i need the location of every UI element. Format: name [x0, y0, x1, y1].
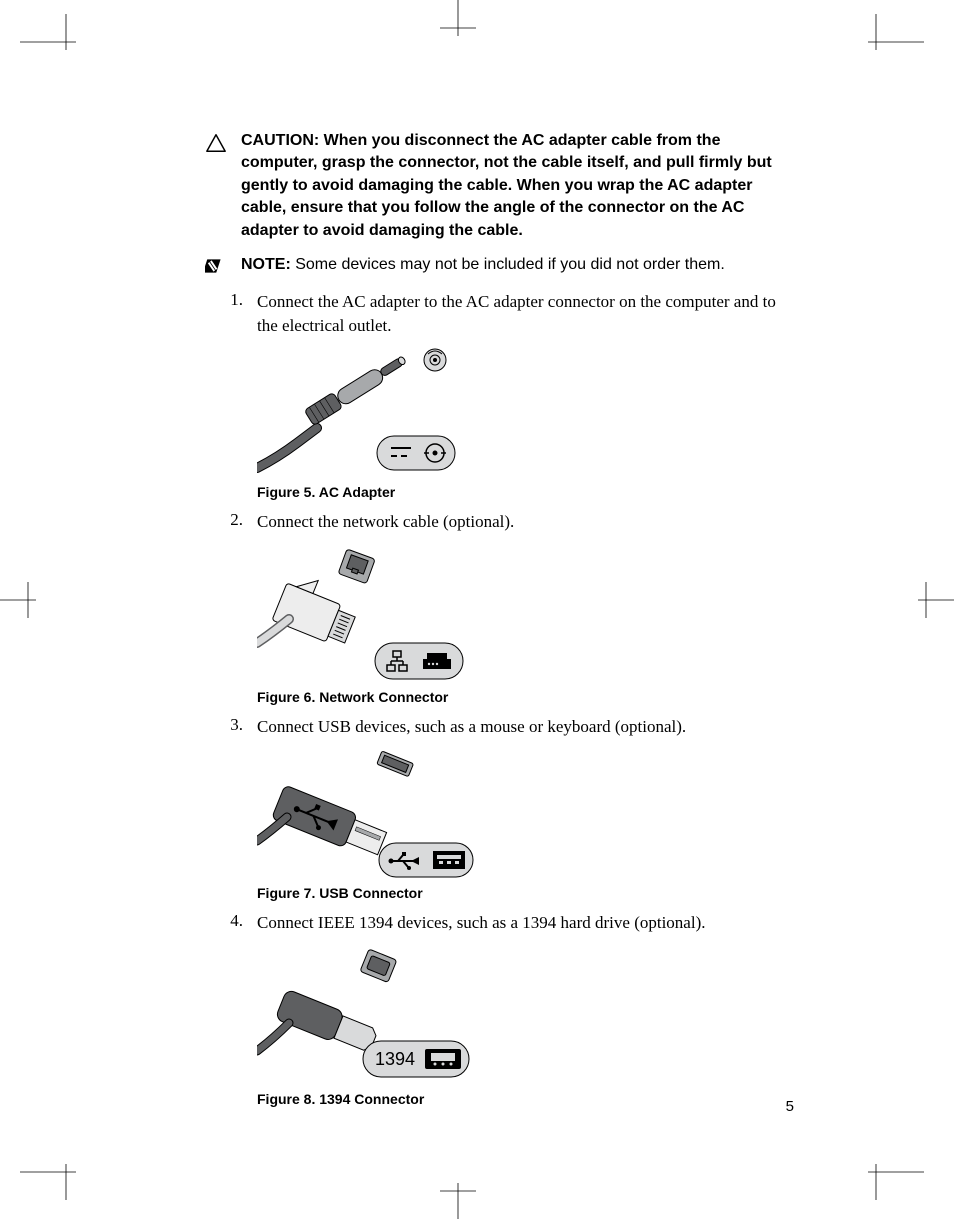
figure-6-caption: Figure 6. Network Connector — [257, 689, 795, 705]
step-1-number: 1. — [225, 290, 243, 338]
caution-icon — [205, 132, 227, 154]
page-content: CAUTION: When you disconnect the AC adap… — [205, 130, 795, 1111]
figure-7 — [257, 749, 795, 879]
step-2-text: Connect the network cable (optional). — [257, 510, 795, 534]
note-text: NOTE: Some devices may not be included i… — [241, 254, 725, 276]
figure-7-caption: Figure 7. USB Connector — [257, 885, 795, 901]
step-2: 2. Connect the network cable (optional). — [225, 510, 795, 534]
svg-text:1394: 1394 — [375, 1049, 415, 1069]
caution-text: CAUTION: When you disconnect the AC adap… — [241, 130, 795, 242]
caution-body: When you disconnect the AC adapter cable… — [241, 132, 772, 239]
step-3-text: Connect USB devices, such as a mouse or … — [257, 715, 795, 739]
step-4-number: 4. — [225, 911, 243, 935]
figure-8: 1394 — [257, 945, 795, 1085]
note-block: NOTE: Some devices may not be included i… — [205, 254, 795, 278]
step-4-text: Connect IEEE 1394 devices, such as a 139… — [257, 911, 795, 935]
caution-label: CAUTION: — [241, 132, 319, 149]
note-body: Some devices may not be included if you … — [295, 256, 725, 273]
step-3-number: 3. — [225, 715, 243, 739]
step-1-text: Connect the AC adapter to the AC adapter… — [257, 290, 795, 338]
step-4: 4. Connect IEEE 1394 devices, such as a … — [225, 911, 795, 935]
caution-block: CAUTION: When you disconnect the AC adap… — [205, 130, 795, 242]
figure-5 — [257, 348, 795, 478]
figure-8-caption: Figure 8. 1394 Connector — [257, 1091, 795, 1107]
note-label: NOTE: — [241, 256, 291, 273]
step-3: 3. Connect USB devices, such as a mouse … — [225, 715, 795, 739]
step-2-number: 2. — [225, 510, 243, 534]
figure-5-caption: Figure 5. AC Adapter — [257, 484, 795, 500]
page-number: 5 — [786, 1098, 794, 1115]
figure-6 — [257, 543, 795, 683]
note-icon — [205, 256, 227, 278]
step-1: 1. Connect the AC adapter to the AC adap… — [225, 290, 795, 338]
